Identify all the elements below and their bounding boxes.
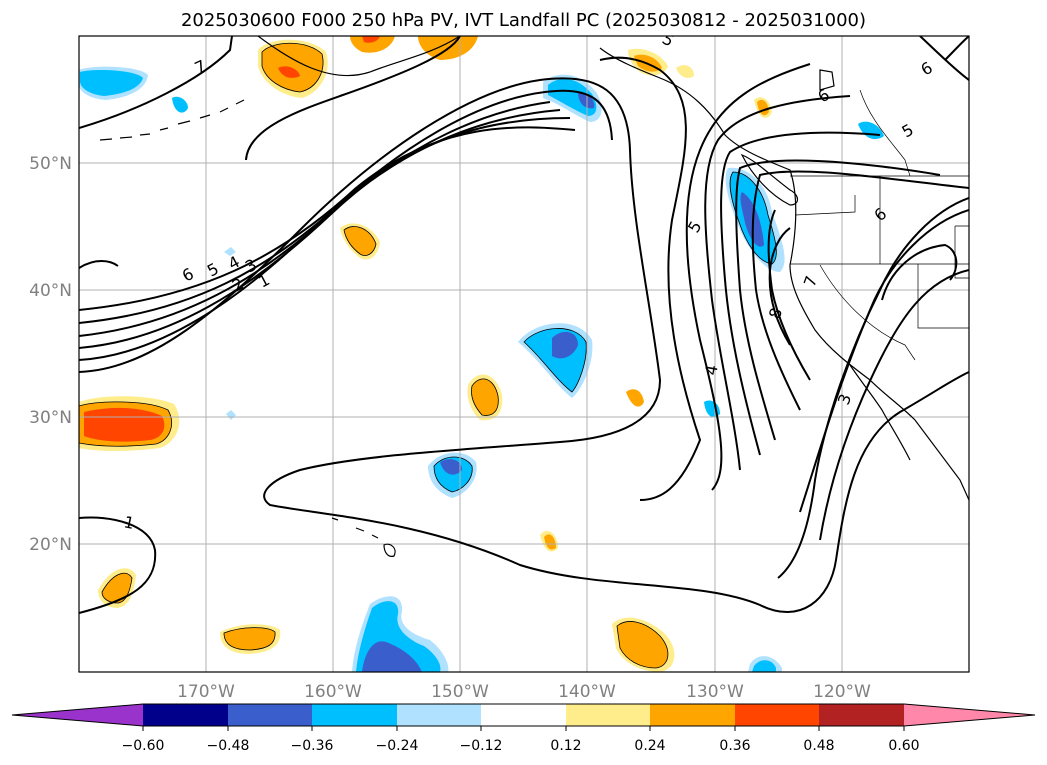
colorbar-tick-label: −0.24 [376, 738, 419, 754]
lat-label-20n: 20°N [29, 535, 72, 555]
negative-anomaly-central [518, 323, 593, 398]
contour-coast-8 [768, 227, 791, 346]
contour-2 [79, 89, 613, 361]
colorbar-ticks [142, 726, 905, 731]
longitude-labels: 170°W 160°W 150°W 140°W 130°W 120°W [177, 682, 871, 702]
negative-anomaly-small [79, 66, 884, 672]
na-west-coast [599, 47, 969, 501]
positive-anomaly-west [79, 396, 180, 451]
contour-east-inner [881, 243, 958, 301]
lon-label-120w: 120°W [813, 682, 871, 702]
vancouver-island [740, 153, 799, 206]
contour-east-1 [819, 269, 969, 541]
contour-1-pacific [79, 77, 969, 614]
map-title: 2025030600 F000 250 hPa PV, IVT Landfall… [180, 10, 867, 31]
contour-coast-3 [704, 95, 851, 471]
colorbar-tick-label: 0.48 [803, 738, 834, 754]
alaska-coast [257, 36, 461, 77]
lon-label-150w: 150°W [431, 682, 489, 702]
colorbar-segment [397, 704, 481, 726]
hawaii-islands [331, 517, 396, 557]
contour-sw [79, 516, 157, 614]
lat-label-30n: 30°N [29, 408, 72, 428]
positive-anomaly-north [258, 36, 478, 98]
anomaly-outlines [79, 42, 777, 669]
contour-coast-5 [735, 159, 941, 441]
lat-label-40n: 40°N [29, 281, 72, 301]
colorbar-segment [312, 704, 397, 726]
negative-anomaly-southern-edge [352, 596, 449, 672]
lon-label-130w: 130°W [686, 682, 744, 702]
colorbar-tick-labels: −0.60 −0.48 −0.36 −0.24 −0.12 0.12 0.24 … [122, 738, 920, 754]
colorbar-tick-label: −0.12 [460, 738, 503, 754]
coastlines [99, 36, 969, 557]
lon-label-140w: 140°W [558, 682, 616, 702]
colorbar-tick-label: −0.60 [122, 738, 165, 754]
contour-coast-2 [685, 63, 811, 491]
positive-anomaly-south [98, 568, 675, 672]
lat-label-50n: 50°N [29, 154, 72, 174]
political-borders [790, 89, 969, 361]
negative-anomaly-south [428, 452, 477, 498]
map-area: 6 5 4 3 2 1 1 4 5 6 7 8 3 5 6 6 7 5 [79, 36, 969, 672]
map-frame [78, 35, 970, 673]
colorbar-segment [819, 704, 904, 726]
colorbar-segment [481, 704, 566, 726]
contour-east-3 [777, 197, 969, 579]
colorbar-segment [143, 704, 228, 726]
colorbar-tick-label: −0.48 [207, 738, 250, 754]
contour-ne-6 [944, 36, 969, 61]
contour-upper-ridge [245, 36, 461, 161]
contour-6 [79, 126, 576, 311]
contour-7-upper [79, 36, 233, 129]
contour-4 [79, 109, 561, 337]
colorbar-segment [650, 704, 735, 726]
colorbar-segment [228, 704, 312, 726]
contour-label: 4 [701, 363, 721, 376]
lon-label-160w: 160°W [304, 682, 362, 702]
colorbar-extend-high [904, 704, 1035, 726]
positive-anomaly-mid [340, 48, 772, 552]
colorbar-tick-label: 0.36 [719, 738, 750, 754]
colorbar-segment [735, 704, 819, 726]
lon-label-170w: 170°W [177, 682, 235, 702]
ivt-contours [79, 36, 969, 614]
colorbar-tick-label: −0.36 [291, 738, 334, 754]
inland-coast-detail [819, 69, 835, 91]
colorbar-tick-label: 0.24 [634, 738, 665, 754]
contour-coast-4 [720, 131, 881, 456]
contour-coast-1 [599, 56, 702, 501]
contour-west-wave [79, 260, 119, 269]
colorbar: −0.60 −0.48 −0.36 −0.24 −0.12 0.12 0.24 … [11, 703, 1036, 754]
colorbar-tick-label: 0.12 [550, 738, 581, 754]
latitude-labels: 50°N 40°N 30°N 20°N [29, 154, 72, 555]
colorbar-segment [566, 704, 650, 726]
colorbar-extend-low [12, 704, 143, 726]
contour-coast-7 [767, 209, 811, 381]
pv-anomaly-shading [79, 36, 884, 672]
colorbar-tick-label: 0.60 [888, 738, 919, 754]
baja-peninsula [849, 364, 911, 461]
aleutian-chain [99, 99, 245, 141]
contour-label: 1 [122, 512, 136, 533]
